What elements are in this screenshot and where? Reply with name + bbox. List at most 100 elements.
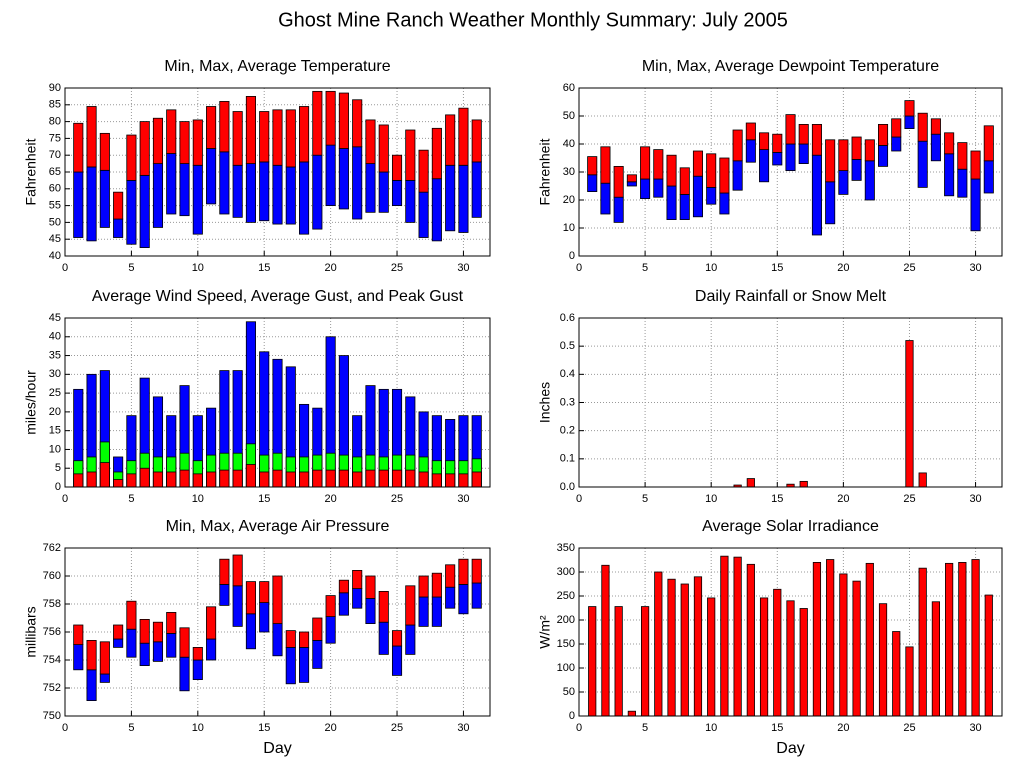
- y-tick-label: 762: [43, 542, 61, 554]
- range-bar: [113, 191, 124, 220]
- range-bar: [418, 149, 429, 193]
- y-tick-label: 80: [49, 116, 61, 128]
- x-tick-label: 0: [62, 493, 68, 505]
- range-bar: [471, 119, 482, 163]
- bar: [352, 471, 363, 488]
- range-bar: [944, 153, 955, 197]
- range-bar: [272, 623, 283, 657]
- range-bar: [219, 151, 230, 215]
- range-bar: [86, 166, 97, 242]
- range-bar: [272, 164, 283, 225]
- bar: [680, 583, 689, 717]
- y-tick-label: 756: [43, 626, 61, 638]
- range-bar: [325, 90, 336, 146]
- range-bar: [600, 182, 611, 215]
- range-bar: [338, 579, 349, 594]
- range-bar: [365, 119, 376, 164]
- x-tick-label: 0: [576, 722, 582, 734]
- range-bar: [245, 163, 256, 223]
- range-bar: [126, 179, 137, 245]
- range-bar: [445, 114, 456, 166]
- y-tick-label: 45: [49, 312, 61, 324]
- bar: [746, 478, 755, 488]
- bar: [865, 562, 874, 717]
- y-tick-label: 75: [49, 132, 61, 144]
- range-bar: [219, 584, 230, 606]
- range-bar: [86, 640, 97, 671]
- range-bar: [378, 591, 389, 623]
- x-axis-label: Day: [776, 740, 804, 757]
- range-bar: [312, 90, 323, 156]
- bar: [471, 471, 482, 488]
- range-bar: [126, 134, 137, 181]
- x-tick-label: 15: [771, 493, 783, 505]
- range-bar: [405, 585, 416, 626]
- x-tick-label: 5: [642, 493, 648, 505]
- x-tick-label: 10: [705, 722, 717, 734]
- x-tick-label: 15: [258, 722, 270, 734]
- range-bar: [640, 178, 651, 200]
- bar: [232, 469, 243, 488]
- range-bar: [405, 179, 416, 223]
- y-tick-label: 760: [43, 570, 61, 582]
- range-bar: [365, 575, 376, 599]
- range-bar: [745, 139, 756, 163]
- range-bar: [653, 149, 664, 180]
- range-bar: [152, 117, 164, 164]
- range-bar: [299, 106, 310, 163]
- range-bar: [325, 595, 336, 617]
- bar: [667, 578, 676, 717]
- range-bar: [445, 164, 456, 232]
- range-bar: [338, 148, 349, 210]
- range-bar: [798, 124, 809, 145]
- range-bar: [352, 146, 363, 220]
- x-tick-label: 25: [391, 722, 403, 734]
- range-bar: [365, 598, 376, 625]
- bar: [99, 462, 110, 488]
- chart-title: Min, Max, Average Dewpoint Temperature: [642, 58, 939, 75]
- bar: [113, 479, 124, 488]
- range-bar: [930, 133, 941, 162]
- range-bar: [179, 627, 190, 658]
- range-bar: [113, 218, 124, 238]
- range-bar: [418, 191, 429, 238]
- x-tick-label: 30: [969, 262, 981, 274]
- bar: [338, 469, 349, 488]
- x-tick-label: 30: [457, 262, 469, 274]
- range-bar: [245, 581, 256, 615]
- range-bar: [405, 624, 416, 655]
- range-bar: [391, 645, 403, 676]
- range-bar: [73, 171, 84, 238]
- range-bar: [445, 586, 456, 609]
- range-bar: [73, 644, 84, 671]
- x-axis-label: Day: [263, 740, 291, 757]
- range-bar: [745, 122, 756, 141]
- y-tick-label: 0.2: [560, 425, 575, 437]
- x-tick-label: 30: [969, 722, 981, 734]
- range-bar: [917, 112, 928, 142]
- range-bar: [798, 143, 809, 165]
- chart-title: Daily Rainfall or Snow Melt: [695, 288, 887, 305]
- bar: [918, 567, 927, 717]
- bar: [312, 469, 323, 488]
- bar: [378, 469, 389, 488]
- x-tick-label: 15: [258, 493, 270, 505]
- range-bar: [312, 154, 323, 230]
- bar: [693, 576, 703, 717]
- bar: [892, 631, 901, 717]
- range-bar: [166, 612, 177, 634]
- range-bar: [352, 570, 363, 590]
- y-tick-label: 300: [557, 566, 575, 578]
- bar: [272, 469, 283, 488]
- bar: [445, 473, 456, 488]
- y-tick-label: 20: [49, 406, 61, 418]
- range-bar: [970, 178, 981, 232]
- range-bar: [732, 129, 743, 162]
- range-bar: [179, 163, 190, 217]
- y-tick-label: 40: [49, 250, 61, 262]
- bar: [905, 646, 914, 717]
- range-bar: [851, 158, 862, 181]
- y-tick-label: 30: [49, 368, 61, 380]
- y-axis-label: Fahrenheit: [23, 138, 39, 205]
- bar: [418, 471, 429, 488]
